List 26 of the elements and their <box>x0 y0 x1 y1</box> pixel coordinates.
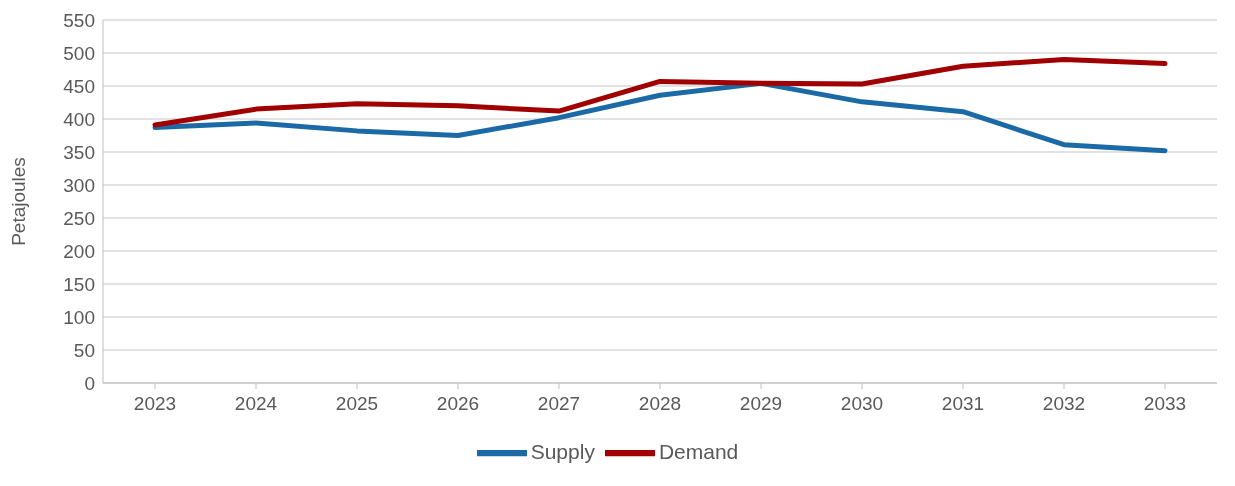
x-tick-label: 2032 <box>1042 393 1086 415</box>
x-tick-label: 2023 <box>133 393 177 415</box>
x-tick-label: 2030 <box>840 393 884 415</box>
y-tick-label: 200 <box>63 240 95 262</box>
x-tick-label: 2024 <box>234 393 278 415</box>
x-tick-label: 2028 <box>638 393 682 415</box>
y-tick-label: 50 <box>73 339 95 361</box>
y-tick-label: 150 <box>63 273 95 295</box>
y-tick-label: 500 <box>63 42 95 64</box>
x-tick-label: 2025 <box>335 393 379 415</box>
y-tick-label: 450 <box>63 75 95 97</box>
x-tick-label: 2029 <box>739 393 783 415</box>
legend-label: Supply <box>530 439 595 463</box>
legend-label: Demand <box>658 439 739 463</box>
y-tick-label: 300 <box>63 174 95 196</box>
y-axis-title: Petajoules <box>7 157 29 246</box>
y-tick-label: 0 <box>84 372 95 394</box>
y-tick-label: 400 <box>63 108 95 130</box>
x-tick-label: 2027 <box>537 393 581 415</box>
y-tick-label: 100 <box>63 306 95 328</box>
y-tick-label: 550 <box>63 9 95 31</box>
x-tick-label: 2033 <box>1143 393 1187 415</box>
y-tick-label: 250 <box>63 207 95 229</box>
x-tick-label: 2026 <box>436 393 480 415</box>
x-tick-label: 2031 <box>941 393 985 415</box>
y-tick-label: 350 <box>63 141 95 163</box>
